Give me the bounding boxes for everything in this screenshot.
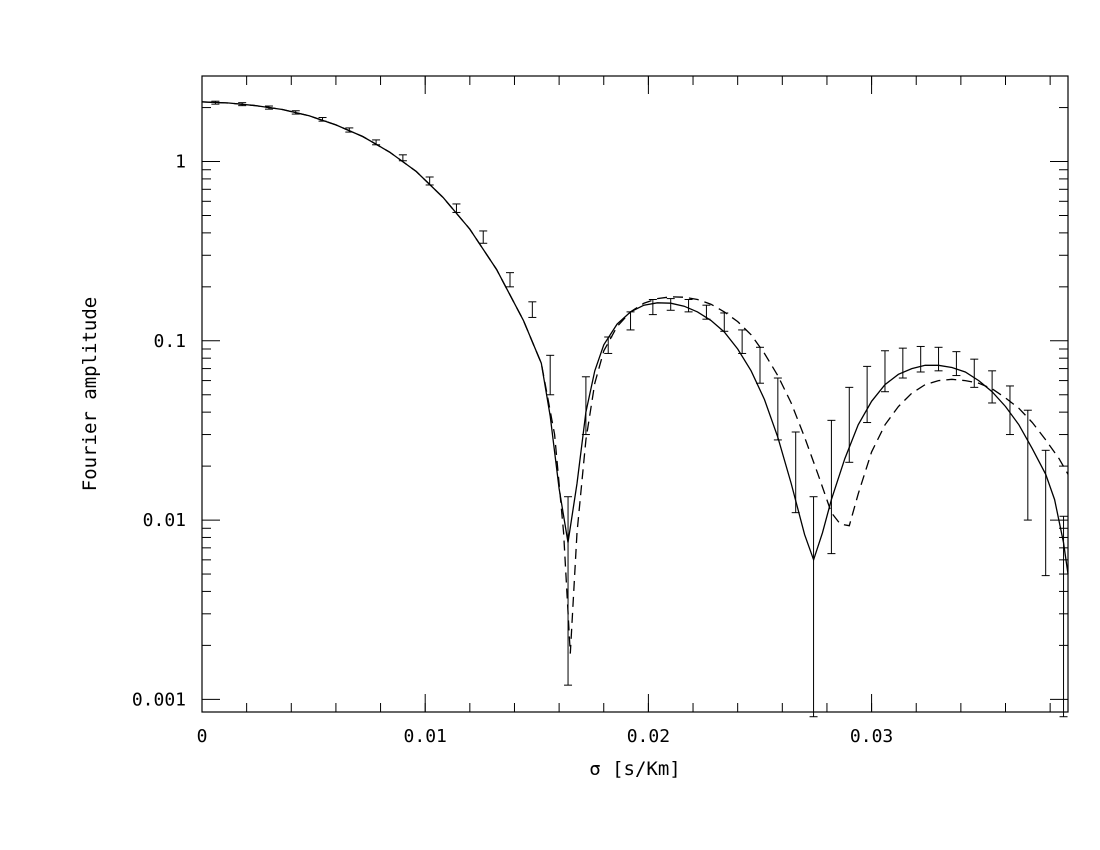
dashed-model-line bbox=[201, 101, 1069, 654]
error-bar bbox=[372, 139, 381, 146]
error-bar bbox=[581, 376, 590, 436]
error-bar bbox=[264, 105, 273, 110]
y-tick-label: 1 bbox=[175, 152, 186, 173]
error-bar bbox=[479, 230, 488, 244]
error-bar bbox=[506, 272, 515, 288]
error-bar bbox=[773, 377, 782, 441]
error-bar bbox=[528, 301, 537, 318]
error-bar bbox=[934, 346, 943, 372]
error-bar bbox=[720, 312, 729, 332]
error-bars bbox=[211, 100, 1068, 718]
error-bar bbox=[546, 354, 555, 396]
y-tick-label: 0.1 bbox=[153, 331, 186, 352]
error-bar bbox=[970, 358, 979, 388]
error-bar bbox=[791, 431, 800, 514]
error-bar bbox=[738, 329, 747, 354]
error-bar bbox=[604, 336, 613, 354]
error-bar bbox=[1059, 515, 1068, 718]
major-ticks bbox=[201, 76, 1068, 712]
error-bar bbox=[916, 345, 925, 373]
error-bar bbox=[211, 100, 220, 105]
y-axis-label: Fourier amplitude bbox=[79, 297, 101, 491]
error-bar bbox=[702, 304, 711, 320]
error-bar bbox=[827, 419, 836, 555]
x-axis-label: σ [s/Km] bbox=[589, 758, 681, 780]
x-tick-label: 0.01 bbox=[404, 726, 447, 747]
error-bar bbox=[626, 311, 635, 331]
x-tick-label: 0 bbox=[197, 726, 208, 747]
error-bar bbox=[863, 365, 872, 424]
error-bar bbox=[1005, 385, 1014, 436]
error-bar bbox=[755, 346, 764, 384]
error-bar bbox=[952, 351, 961, 377]
error-bar bbox=[291, 110, 300, 115]
error-bar bbox=[809, 496, 818, 718]
error-bar bbox=[398, 154, 407, 162]
plot-frame bbox=[201, 75, 1069, 713]
x-tick-labels: 0 0.01 0.02 0.03 bbox=[197, 726, 894, 747]
error-bar bbox=[1041, 449, 1050, 577]
error-bar bbox=[1023, 409, 1032, 521]
error-bar bbox=[452, 203, 461, 213]
minor-ticks bbox=[201, 75, 1068, 712]
x-tick-label: 0.02 bbox=[627, 726, 670, 747]
y-tick-label: 0.001 bbox=[132, 689, 186, 710]
error-bar bbox=[564, 496, 573, 686]
x-tick-label: 0.03 bbox=[850, 726, 893, 747]
error-bar bbox=[845, 386, 854, 463]
error-bar bbox=[648, 298, 657, 316]
error-bar bbox=[425, 176, 434, 186]
error-bar bbox=[988, 370, 997, 404]
error-bar bbox=[345, 127, 354, 133]
error-bar bbox=[684, 298, 693, 313]
error-bar bbox=[880, 350, 889, 393]
error-bar bbox=[238, 102, 247, 107]
y-tick-labels: 0.001 0.01 0.1 1 bbox=[132, 152, 186, 711]
y-tick-label: 0.01 bbox=[143, 510, 186, 531]
error-bar bbox=[318, 117, 327, 122]
error-bar bbox=[898, 347, 907, 379]
series-layer bbox=[201, 101, 1069, 654]
solid-model-line bbox=[201, 101, 1069, 575]
error-bar bbox=[666, 298, 675, 311]
